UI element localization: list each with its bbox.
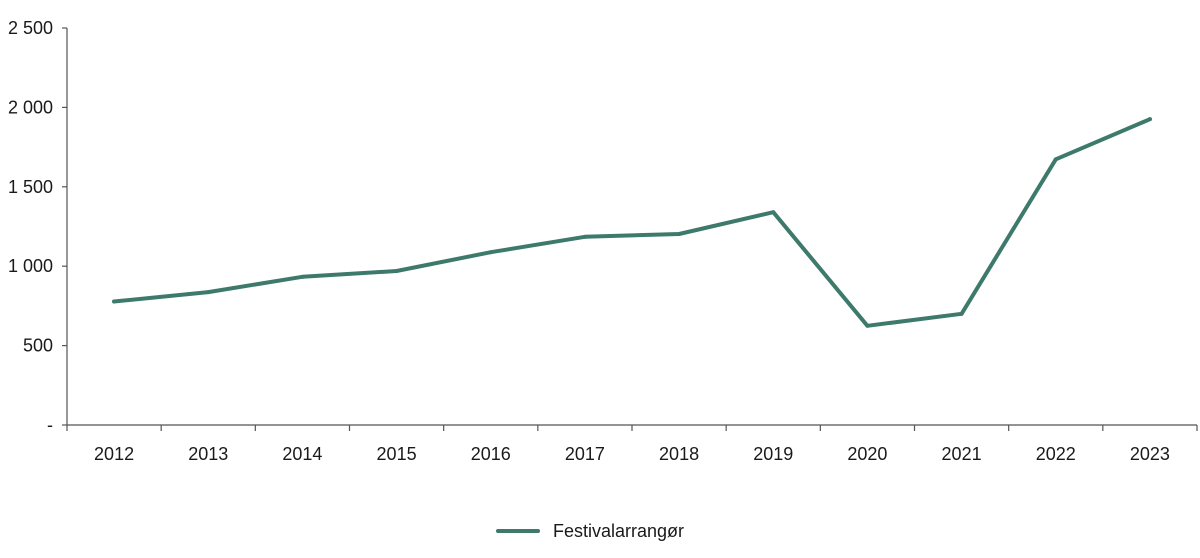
x-tick-label: 2015 [377, 444, 417, 464]
x-tick-label: 2012 [94, 444, 134, 464]
x-tick-label: 2021 [942, 444, 982, 464]
data-point [488, 250, 493, 255]
x-tick-label: 2023 [1130, 444, 1170, 464]
series-line-0 [112, 117, 1152, 328]
data-point [771, 210, 776, 215]
legend: Festivalarrangør [496, 521, 684, 541]
x-tick-label: 2016 [471, 444, 511, 464]
y-tick-label: 1 500 [8, 177, 53, 197]
y-tick-label: 500 [23, 336, 53, 356]
x-axis: 2012 2013 2014 2015 2016 2017 2018 2019 2020 2021… [66, 424, 1198, 464]
data-point [582, 234, 587, 239]
data-point [1053, 157, 1058, 162]
data-point [300, 274, 305, 279]
data-point [677, 231, 682, 236]
x-tick-label: 2018 [659, 444, 699, 464]
x-tick-label: 2022 [1036, 444, 1076, 464]
data-point [206, 290, 211, 295]
series-layer [112, 117, 1152, 328]
data-point [112, 299, 117, 304]
data-point [394, 268, 399, 273]
y-tick-label: 1 000 [8, 256, 53, 276]
data-point [959, 311, 964, 316]
x-tick-label: 2019 [753, 444, 793, 464]
legend-label-festivalarrangor: Festivalarrangør [553, 521, 684, 541]
data-point [1147, 117, 1152, 122]
x-tick-label: 2017 [565, 444, 605, 464]
x-tick-label: 2020 [847, 444, 887, 464]
data-point [865, 323, 870, 328]
y-tick-label: 2 000 [8, 97, 53, 117]
x-tick-label: 2014 [282, 444, 322, 464]
y-axis: - 500 1 000 1 500 2 000 2 500 [8, 18, 68, 435]
x-tick-label: 2013 [188, 444, 228, 464]
y-tick-label: - [47, 415, 53, 435]
y-tick-label: 2 500 [8, 18, 53, 38]
